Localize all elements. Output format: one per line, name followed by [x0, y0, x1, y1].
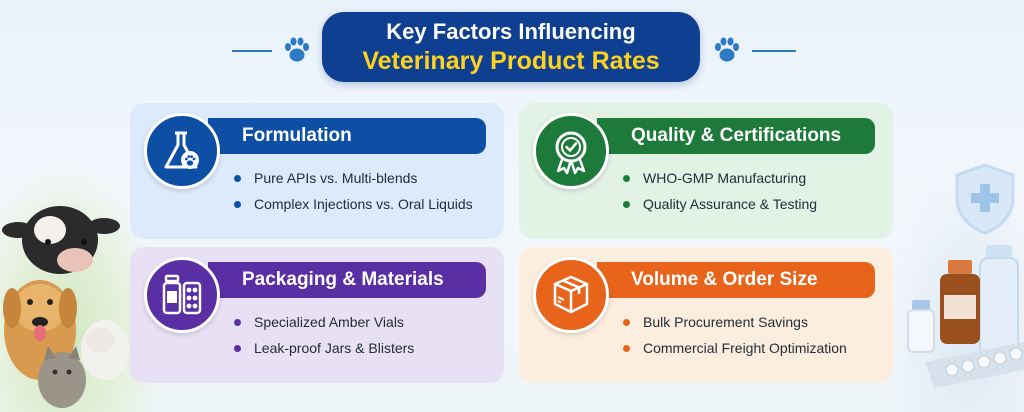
card-packaging-materials: Packaging & Materials Specialized Amber … — [130, 247, 504, 383]
title-line-1: Key Factors Influencing — [386, 19, 636, 44]
bullet-list: Bulk Procurement Savings Commercial Frei… — [623, 309, 847, 361]
bullet-list: Pure APIs vs. Multi-blends Complex Injec… — [234, 165, 473, 217]
title-left-rule — [232, 50, 272, 52]
card-title: Packaging & Materials — [208, 262, 486, 298]
card-formulation: Formulation Pure APIs vs. Multi-blends C… — [130, 103, 504, 239]
bullet-list: Specialized Amber Vials Leak-proof Jars … — [234, 309, 414, 361]
card-title: Volume & Order Size — [597, 262, 875, 298]
farm-animals-illustration — [2, 206, 129, 408]
paw-print-icon — [285, 37, 309, 62]
card-volume-order-size: Volume & Order Size Bulk Procurement Sav… — [519, 247, 893, 383]
list-item: Specialized Amber Vials — [234, 309, 414, 335]
list-item: Pure APIs vs. Multi-blends — [234, 165, 473, 191]
card-title: Quality & Certifications — [597, 118, 875, 154]
list-item: Leak-proof Jars & Blisters — [234, 335, 414, 361]
certification-badge-icon — [533, 113, 609, 189]
medical-shield-icon — [955, 163, 1015, 235]
boxes-icon — [533, 257, 609, 333]
card-title: Formulation — [208, 118, 486, 154]
list-item: Commercial Freight Optimization — [623, 335, 847, 361]
bullet-list: WHO-GMP Manufacturing Quality Assurance … — [623, 165, 817, 217]
medicine-bottles-illustration — [907, 245, 1024, 388]
title-line-2: Veterinary Product Rates — [362, 47, 660, 75]
flask-paw-icon — [144, 113, 220, 189]
title-right-rule — [752, 50, 796, 52]
list-item: Complex Injections vs. Oral Liquids — [234, 191, 473, 217]
list-item: Bulk Procurement Savings — [623, 309, 847, 335]
list-item: WHO-GMP Manufacturing — [623, 165, 817, 191]
paw-print-icon — [715, 37, 739, 62]
vial-blister-icon — [144, 257, 220, 333]
page-title: Key Factors Influencing Veterinary Produ… — [322, 12, 700, 82]
card-quality-certifications: Quality & Certifications WHO-GMP Manufac… — [519, 103, 893, 239]
list-item: Quality Assurance & Testing — [623, 191, 817, 217]
